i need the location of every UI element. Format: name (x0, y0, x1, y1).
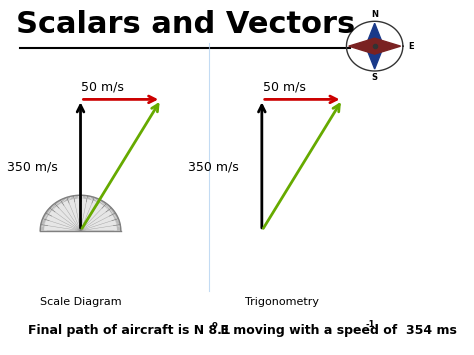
Text: S: S (372, 73, 378, 82)
Text: o: o (212, 320, 218, 329)
Text: Final path of aircraft is N 8.1: Final path of aircraft is N 8.1 (28, 324, 231, 337)
Polygon shape (349, 38, 374, 54)
Text: E: E (408, 42, 414, 51)
Polygon shape (365, 23, 383, 46)
Polygon shape (365, 46, 383, 69)
Text: 50 m/s: 50 m/s (263, 81, 305, 93)
Text: Trigonometry: Trigonometry (245, 297, 319, 307)
Text: 350 m/s: 350 m/s (188, 160, 239, 173)
Text: Scale Diagram: Scale Diagram (40, 297, 121, 307)
Text: Scalars and Vectors: Scalars and Vectors (16, 10, 355, 39)
Text: 50 m/s: 50 m/s (81, 81, 124, 93)
Polygon shape (40, 195, 121, 231)
Text: E moving with a speed of  354 ms: E moving with a speed of 354 ms (216, 324, 457, 337)
Text: -1: -1 (366, 320, 375, 329)
Polygon shape (374, 38, 401, 54)
Text: N: N (371, 10, 378, 19)
Text: 350 m/s: 350 m/s (7, 160, 57, 173)
